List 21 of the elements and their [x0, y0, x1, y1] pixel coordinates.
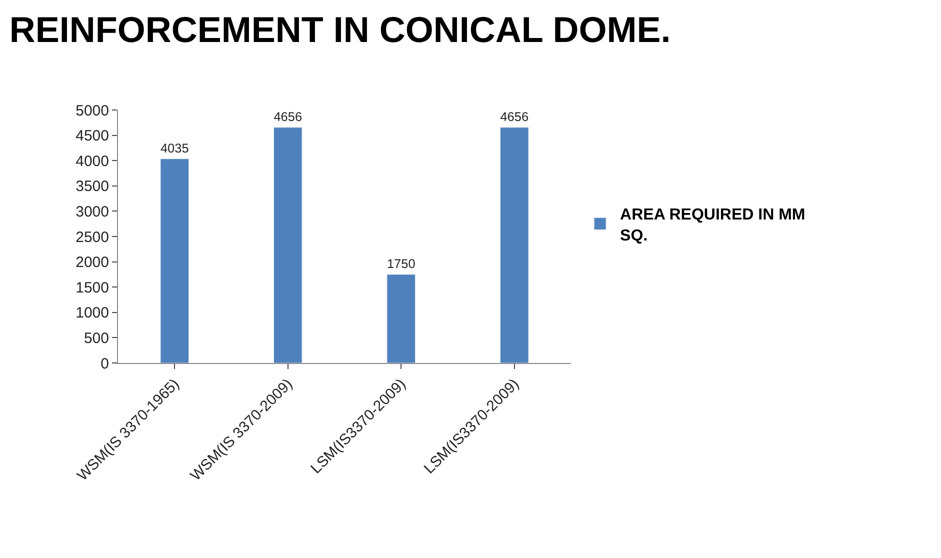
- y-tick-label: 500: [84, 330, 109, 347]
- y-tick-label: 2000: [76, 254, 109, 272]
- bar: [273, 127, 302, 363]
- y-tick-label: 1500: [76, 279, 109, 296]
- bar: [160, 158, 190, 363]
- y-tick-label: 3000: [76, 203, 109, 220]
- y-tick-label: 0: [100, 355, 109, 372]
- y-tick-label: 5000: [76, 102, 109, 120]
- data-label: 4656: [500, 109, 529, 124]
- data-label: 1750: [386, 256, 416, 272]
- bar: [386, 274, 416, 363]
- y-tick-label: 1000: [76, 304, 109, 322]
- legend-label: AREA REQUIRED IN MM SQ.: [620, 206, 806, 244]
- chart-title: REINFORCEMENT IN CONICAL DOME.: [9, 8, 671, 50]
- y-tick-label: 2500: [76, 228, 109, 246]
- data-label: 4656: [274, 109, 302, 124]
- y-tick-label: 4000: [76, 152, 109, 170]
- bar: [500, 127, 529, 363]
- y-tick-label: 3500: [76, 178, 109, 196]
- y-tick-label: 4500: [76, 128, 109, 145]
- data-label: 4035: [160, 140, 189, 156]
